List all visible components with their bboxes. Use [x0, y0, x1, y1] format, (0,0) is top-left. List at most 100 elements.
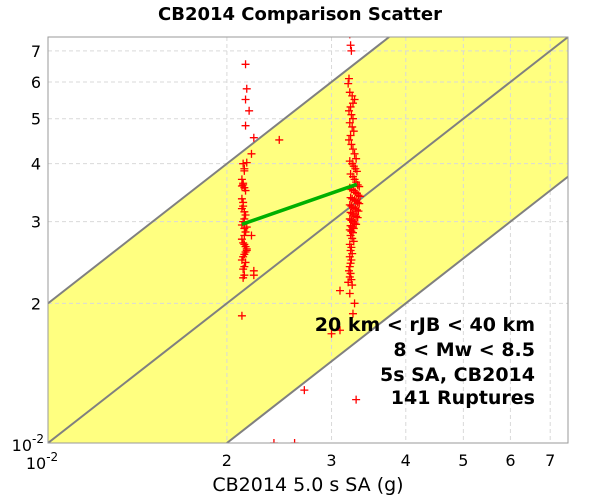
data-point [353, 213, 362, 222]
data-point [347, 140, 356, 149]
data-point [240, 240, 249, 249]
data-point [346, 259, 355, 268]
data-point [239, 159, 248, 168]
data-point [242, 84, 251, 93]
data-point [354, 207, 363, 216]
x-tick-label: 7 [545, 451, 555, 470]
data-point [247, 231, 256, 240]
data-point [349, 127, 358, 136]
data-points-layer [237, 37, 365, 443]
x-tick-label: 3 [326, 451, 336, 470]
data-point [275, 135, 284, 144]
annotation-line: 8 < Mw < 8.5 [393, 339, 535, 361]
data-point [354, 191, 363, 200]
data-point [269, 439, 278, 443]
data-point [241, 186, 250, 195]
data-point [348, 281, 357, 290]
data-point [345, 118, 354, 127]
grid-layer [48, 37, 568, 443]
data-point [356, 192, 365, 201]
x-tick-label: 5 [458, 451, 468, 470]
data-point [249, 271, 258, 280]
data-point [241, 95, 250, 104]
reference-line-layer [48, 37, 568, 443]
data-point [241, 121, 250, 130]
annotation-line: 141 Ruptures [391, 387, 535, 409]
annotation-line: 20 km < rJB < 40 km [315, 314, 535, 336]
data-point [348, 122, 357, 131]
data-point [345, 262, 354, 271]
data-point [352, 167, 361, 176]
data-point [245, 106, 254, 115]
y-tick-label: 5 [31, 110, 41, 129]
data-point [247, 149, 256, 158]
data-point [239, 265, 248, 274]
data-point [347, 227, 356, 236]
data-point [346, 269, 355, 278]
data-point [240, 214, 249, 223]
data-point [348, 309, 357, 318]
data-point [241, 227, 250, 236]
data-point [241, 258, 250, 267]
reference-line-center [48, 37, 568, 443]
data-point [344, 79, 353, 88]
data-point [240, 224, 249, 233]
y-axis-ticks: 10-2 2 3 4 5 6 7 [12, 42, 44, 455]
chart-title: CB2014 Comparison Scatter [158, 4, 442, 25]
data-point [353, 198, 362, 207]
data-point [290, 439, 299, 443]
annotation-block: 20 km < rJB < 40 km 8 < Mw < 8.5 5s SA, CB… [315, 314, 535, 409]
data-point [327, 329, 336, 338]
data-point [352, 395, 361, 404]
data-point [239, 273, 248, 282]
data-point [348, 114, 357, 123]
data-point [242, 158, 251, 167]
y-tick-label: 2 [31, 294, 41, 313]
data-point [237, 235, 246, 244]
fit-line-layer [241, 182, 358, 226]
reference-line-lower [226, 175, 568, 443]
data-point [344, 135, 353, 144]
data-point [350, 95, 359, 104]
data-point [249, 133, 258, 142]
data-point [345, 289, 354, 298]
annotation-line: 5s SA, CB2014 [380, 364, 535, 386]
data-point [241, 248, 250, 257]
data-point [344, 278, 353, 287]
plot-frame [47, 36, 569, 444]
data-point [300, 386, 309, 395]
data-point [347, 110, 356, 119]
data-point [241, 211, 250, 220]
data-point [352, 212, 361, 221]
data-point [344, 74, 353, 83]
fit-line [241, 182, 358, 226]
x-axis-label: CB2014 5.0 s SA (g) [212, 474, 403, 496]
data-point [335, 286, 344, 295]
x-axis-ticks: 10-2 2 3 4 5 6 7 [26, 450, 555, 473]
data-point [241, 60, 250, 69]
y-tick-label: 7 [31, 42, 41, 61]
y-tick-label: 4 [31, 155, 41, 174]
data-point [346, 41, 355, 50]
data-point [352, 154, 361, 163]
x-tick-label: 10-2 [26, 450, 58, 473]
data-point [240, 166, 249, 175]
data-point [239, 202, 248, 211]
data-point [355, 199, 364, 208]
data-point [237, 311, 246, 320]
y-tick-label: 10-2 [12, 432, 44, 455]
data-point [352, 205, 361, 214]
data-point [350, 299, 359, 308]
data-point [350, 149, 359, 158]
x-tick-label: 2 [222, 451, 232, 470]
data-point [348, 145, 357, 154]
data-point [346, 102, 355, 111]
x-tick-label: 4 [401, 451, 411, 470]
data-point [237, 194, 246, 203]
y-tick-label: 6 [31, 73, 41, 92]
data-point [355, 182, 364, 191]
x-tick-label: 6 [505, 451, 515, 470]
data-point [347, 46, 356, 55]
data-point [335, 326, 344, 335]
